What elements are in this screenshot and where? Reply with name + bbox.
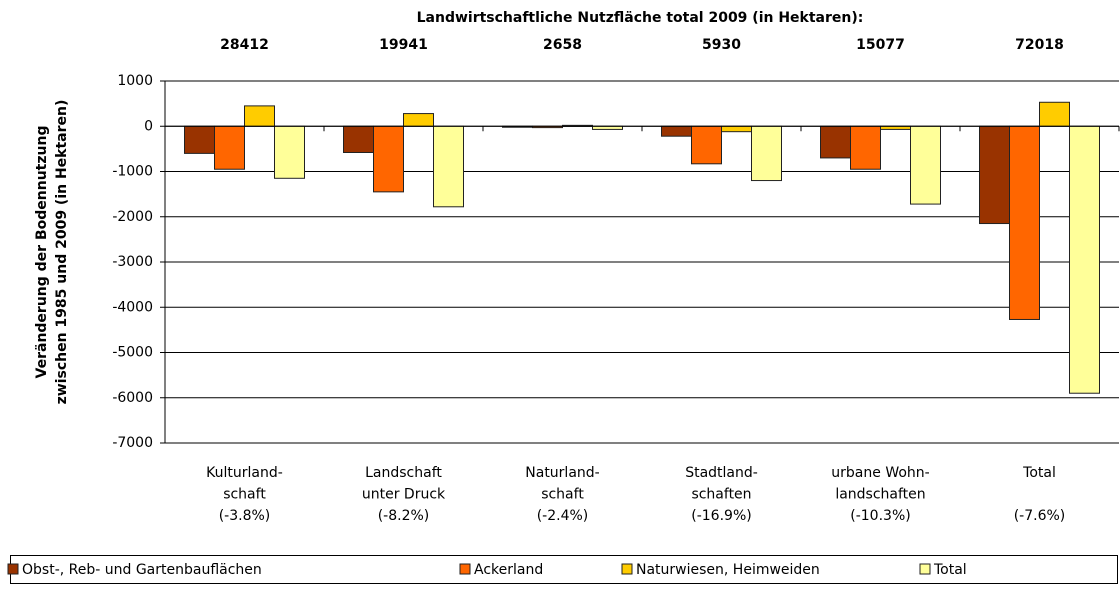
y-tick-label: 1000 (117, 73, 153, 89)
y-tick-label: -4000 (112, 299, 153, 315)
legend-label: Naturwiesen, Heimweiden (636, 562, 820, 578)
bar (1069, 125, 1100, 394)
bar (274, 125, 305, 179)
x-tick-label: (-7.6%) (1014, 508, 1066, 524)
x-tick-label: Landschaft (365, 465, 442, 481)
bar (661, 125, 692, 137)
x-tick-label: unter Druck (362, 487, 446, 503)
x-tick-label: schaft (541, 487, 584, 503)
x-tick-label: schaft (223, 487, 266, 503)
y-axis-label: Veränderung der Bodennutzung (34, 126, 50, 379)
legend-swatch (7, 563, 19, 575)
bar (214, 125, 245, 170)
top-title: Landwirtschaftliche Nutzfläche total 200… (417, 10, 864, 26)
bar (403, 113, 434, 127)
x-tick-label: (-8.2%) (378, 508, 430, 524)
y-tick-label: -5000 (112, 345, 153, 361)
bar (1039, 101, 1070, 127)
legend-label: Ackerland (474, 562, 543, 578)
x-tick-label: (-2.4%) (537, 508, 589, 524)
top-value: 19941 (379, 37, 428, 53)
x-tick-label: Naturland- (525, 465, 599, 481)
y-tick-label: -6000 (112, 390, 153, 406)
bar (721, 125, 752, 133)
legend-swatch (621, 563, 633, 575)
x-tick-label: (-16.9%) (691, 508, 751, 524)
y-tick-label: 0 (144, 118, 153, 134)
bar (343, 125, 374, 153)
legend-label: Total (933, 562, 967, 578)
top-value: 72018 (1015, 37, 1064, 53)
bar (751, 125, 782, 182)
legend-swatch (459, 563, 471, 575)
legend-swatch (919, 563, 931, 575)
top-value: 2658 (543, 37, 582, 53)
bar (244, 105, 275, 127)
top-value: 15077 (856, 37, 905, 53)
x-tick-label: (-3.8%) (219, 508, 271, 524)
legend-box (10, 555, 1118, 584)
x-tick-label: schaften (691, 487, 751, 503)
bar (979, 125, 1010, 225)
y-tick-label: -7000 (112, 435, 153, 451)
x-tick-label: Stadtland- (685, 465, 758, 481)
x-tick-label: Kulturland- (206, 465, 283, 481)
y-tick-label: -3000 (112, 254, 153, 270)
bar (820, 125, 851, 159)
x-tick-label: landschaften (835, 487, 925, 503)
bar (184, 125, 215, 154)
top-value: 28412 (220, 37, 269, 53)
y-tick-label: -2000 (112, 209, 153, 225)
top-value: 5930 (702, 37, 741, 53)
bar (1009, 125, 1040, 320)
y-axis-label: zwischen 1985 und 2009 (in Hektaren) (54, 100, 70, 405)
bar (691, 125, 722, 165)
legend-label: Obst-, Reb- und Gartenbauflächen (22, 562, 262, 578)
x-tick-label: Total (1022, 465, 1056, 481)
y-tick-label: -1000 (112, 164, 153, 180)
bar (373, 125, 404, 193)
bar (910, 125, 941, 205)
bar (433, 125, 464, 208)
bar (850, 125, 881, 170)
x-tick-label: urbane Wohn- (831, 465, 929, 481)
x-tick-label: (-10.3%) (850, 508, 910, 524)
